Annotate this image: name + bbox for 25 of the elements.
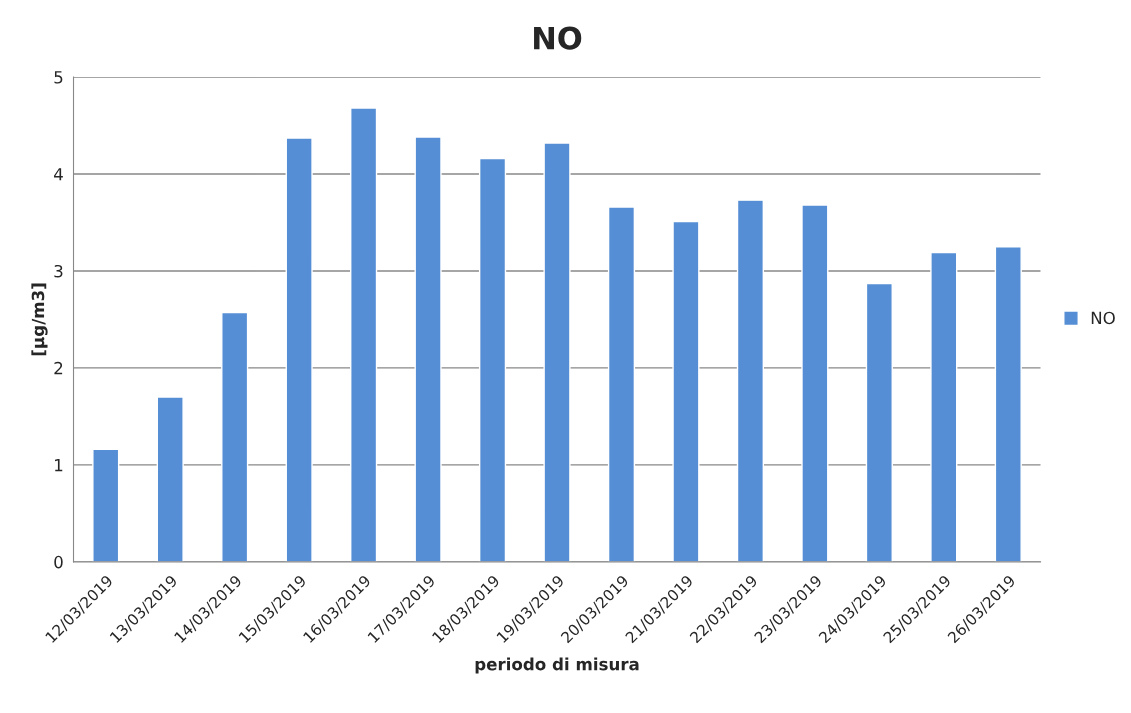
chart-title: NO bbox=[534, 26, 582, 50]
bar bbox=[736, 199, 765, 562]
bar bbox=[221, 311, 249, 562]
bar bbox=[607, 206, 636, 562]
bar bbox=[672, 220, 700, 562]
bar bbox=[285, 137, 313, 562]
y-tick-label: 2 bbox=[54, 361, 63, 375]
legend-label: NO bbox=[1091, 311, 1115, 325]
y-tick-label: 0 bbox=[54, 555, 63, 569]
bar bbox=[801, 204, 829, 562]
y-axis-title: [µg/m3] bbox=[31, 283, 48, 356]
x-axis-title: periodo di misura bbox=[475, 657, 639, 674]
y-tick-label: 4 bbox=[54, 168, 63, 181]
bar bbox=[478, 157, 507, 562]
bar bbox=[543, 142, 571, 562]
bar bbox=[865, 282, 893, 562]
bar bbox=[92, 448, 120, 562]
bar bbox=[994, 246, 1022, 562]
bar bbox=[414, 136, 442, 562]
bar bbox=[156, 396, 184, 562]
bar bbox=[350, 107, 378, 562]
y-tick-label: 5 bbox=[54, 71, 63, 84]
y-tick-label: 1 bbox=[55, 459, 63, 472]
y-tick-label: 3 bbox=[54, 264, 63, 278]
bar bbox=[930, 251, 958, 562]
